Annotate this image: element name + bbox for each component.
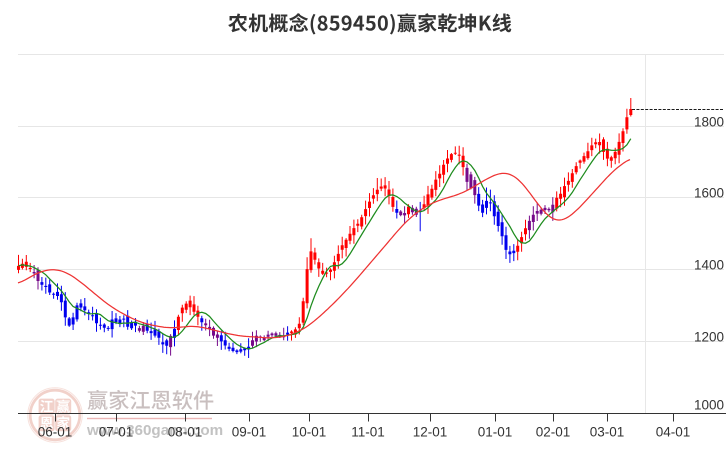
svg-text:1000: 1000 <box>694 398 724 413</box>
svg-text:www.360gann.com: www.360gann.com <box>86 422 223 439</box>
svg-text:1400: 1400 <box>694 258 724 273</box>
svg-text:11-01: 11-01 <box>351 425 385 440</box>
svg-text:06-01: 06-01 <box>38 425 73 440</box>
svg-text:01-01: 01-01 <box>478 425 513 440</box>
svg-text:1800: 1800 <box>694 115 724 130</box>
svg-text:10-01: 10-01 <box>292 425 327 440</box>
svg-text:1200: 1200 <box>694 330 724 345</box>
svg-text:12-01: 12-01 <box>413 425 448 440</box>
svg-text:09-01: 09-01 <box>232 425 267 440</box>
svg-text:1600: 1600 <box>694 186 724 201</box>
svg-text:08-01: 08-01 <box>168 425 203 440</box>
svg-text:03-01: 03-01 <box>590 425 625 440</box>
svg-text:04-01: 04-01 <box>656 425 691 440</box>
svg-text:07-01: 07-01 <box>99 425 134 440</box>
svg-text:02-01: 02-01 <box>536 425 571 440</box>
